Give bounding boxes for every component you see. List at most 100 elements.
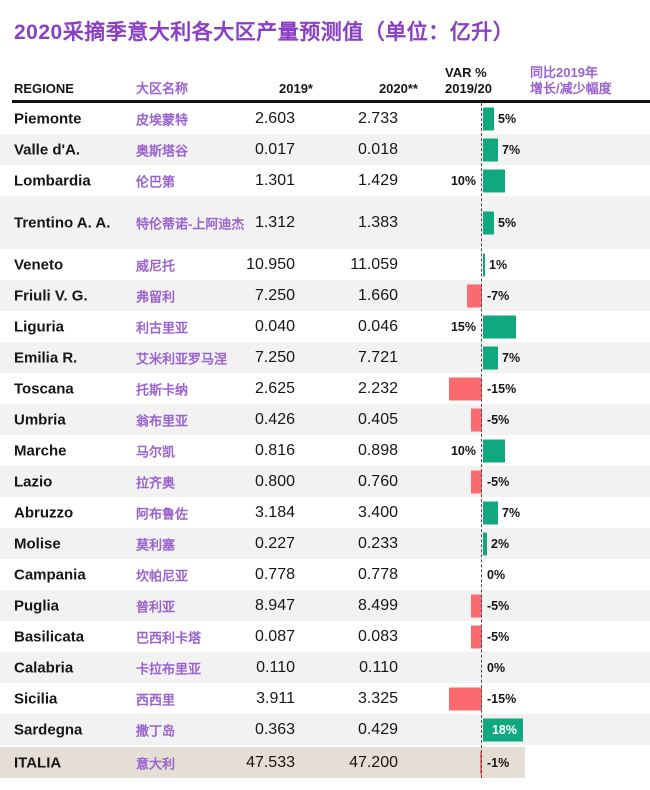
- table-row: Trentino A. A. 特伦蒂诺-上阿迪杰 1.312 1.383 5%: [0, 196, 650, 249]
- var-percentage-label: -1%: [487, 755, 510, 770]
- table-row: Lombardia 伦巴第 1.301 1.429 10%: [0, 165, 650, 196]
- region-name-cn: 威尼托: [136, 258, 176, 273]
- var-percentage-label: 5%: [498, 111, 517, 126]
- column-header-2020: 2020**: [378, 81, 418, 96]
- var-percentage-label: 10%: [450, 443, 476, 458]
- table-row: Umbria 翁布里亚 0.426 0.405 -5%: [0, 404, 650, 435]
- value-2020: 8.499: [357, 596, 398, 614]
- value-2019: 0.363: [254, 720, 295, 738]
- positive-var-bar: [483, 107, 494, 130]
- region-name: Campania: [14, 565, 86, 583]
- negative-var-bar: [471, 625, 482, 648]
- region-name: Piemonte: [14, 109, 82, 127]
- negative-var-bar: [471, 594, 482, 617]
- var-percentage-label: -5%: [487, 412, 510, 427]
- table-row: Emilia R. 艾米利亚罗马涅 7.250 7.721 7%: [0, 342, 650, 373]
- negative-var-bar: [449, 377, 482, 400]
- table-row: Sicilia 西西里 3.911 3.325 -15%: [0, 683, 650, 714]
- region-name-cn: 莫利塞: [136, 537, 176, 552]
- region-name-cn: 普利亚: [136, 599, 176, 614]
- var-percentage-label: -5%: [487, 629, 510, 644]
- value-2020: 47.200: [349, 753, 398, 771]
- region-name-cn: 翁布里亚: [136, 413, 189, 428]
- positive-var-bar: [483, 169, 505, 192]
- value-2020: 0.233: [357, 534, 398, 552]
- value-2019: 10.950: [246, 255, 295, 273]
- positive-var-bar: [483, 315, 516, 338]
- column-header-var-pct: VAR % 2019/20: [445, 65, 492, 97]
- var-percentage-label: 7%: [502, 142, 521, 157]
- value-2020: 1.429: [357, 171, 398, 189]
- var-percentage-label: 0%: [487, 660, 506, 675]
- var-percentage-label: 0%: [487, 567, 506, 582]
- value-2020: 1.660: [357, 286, 398, 304]
- value-2019: 0.087: [254, 627, 295, 645]
- table-body: Piemonte 皮埃蒙特 2.603 2.733 5% Valle d'A. 奥斯塔谷 0.…: [0, 103, 650, 778]
- positive-var-bar: [483, 346, 498, 369]
- var-percentage-label: -5%: [487, 598, 510, 613]
- value-2019: 7.250: [254, 286, 295, 304]
- region-name: Friuli V. G.: [14, 286, 88, 304]
- var-percentage-label: 10%: [450, 173, 476, 188]
- value-2020: 3.400: [357, 503, 398, 521]
- column-header-regione: REGIONE: [14, 81, 74, 96]
- region-name-cn: 马尔凯: [136, 444, 176, 459]
- table-row: Friuli V. G. 弗留利 7.250 1.660 -7%: [0, 280, 650, 311]
- negative-var-bar: [449, 687, 482, 710]
- var-percentage-label: 5%: [498, 215, 517, 230]
- table-row: Basilicata 巴西利卡塔 0.087 0.083 -5%: [0, 621, 650, 652]
- region-name: Basilicata: [14, 627, 85, 645]
- value-2019: 0.017: [254, 140, 295, 158]
- var-percentage-label: 1%: [489, 257, 508, 272]
- table-row: Campania 坎帕尼亚 0.778 0.778 0%: [0, 559, 650, 590]
- positive-var-bar: [483, 211, 494, 234]
- column-header-yoy-change: 同比2019年 增长/减少幅度: [530, 65, 612, 97]
- region-name-cn: 拉齐奥: [136, 475, 176, 490]
- value-2019: 47.533: [246, 753, 295, 771]
- value-2019: 8.947: [254, 596, 295, 614]
- negative-var-bar: [471, 408, 482, 431]
- value-2020: 7.721: [357, 348, 398, 366]
- region-name: Molise: [14, 534, 61, 552]
- value-2019: 1.312: [254, 213, 295, 231]
- value-2019: 7.250: [254, 348, 295, 366]
- value-2020: 0.898: [357, 441, 398, 459]
- table-row: Veneto 威尼托 10.950 11.059 1%: [0, 249, 650, 280]
- table-row: Valle d'A. 奥斯塔谷 0.017 0.018 7%: [0, 134, 650, 165]
- var-percentage-label: 18%: [491, 722, 517, 737]
- positive-var-bar: [483, 532, 487, 555]
- var-percentage-label: -7%: [487, 288, 510, 303]
- region-name: Abruzzo: [14, 503, 74, 521]
- table-row: Calabria 卡拉布里亚 0.110 0.110 0%: [0, 652, 650, 683]
- region-name: Lazio: [14, 472, 53, 490]
- var-percentage-label: 7%: [502, 350, 521, 365]
- value-2019: 0.426: [254, 410, 295, 428]
- value-2019: 0.227: [254, 534, 295, 552]
- column-header-2019: 2019*: [279, 81, 313, 96]
- region-name: Emilia R.: [14, 348, 78, 366]
- table-row: Sardegna 撒丁岛 0.363 0.429 18%: [0, 714, 650, 745]
- table-row: Liguria 利古里亚 0.040 0.046 15%: [0, 311, 650, 342]
- table-row: Molise 莫利塞 0.227 0.233 2%: [0, 528, 650, 559]
- column-header-var-line2: 2019/20: [445, 81, 492, 96]
- positive-var-bar: [483, 501, 498, 524]
- table-header: REGIONE 大区名称 2019* 2020** VAR % 2019/20 …: [0, 62, 650, 100]
- value-2020: 3.325: [357, 689, 398, 707]
- region-name-cn: 卡拉布里亚: [136, 661, 202, 676]
- positive-var-bar: [483, 439, 505, 462]
- zero-axis-line: [481, 103, 482, 778]
- table-row: Puglia 普利亚 8.947 8.499 -5%: [0, 590, 650, 621]
- negative-var-bar: [467, 284, 482, 307]
- value-2019: 2.625: [254, 379, 295, 397]
- region-name: Umbria: [14, 410, 66, 428]
- value-2019: 1.301: [254, 171, 295, 189]
- column-header-region-cn: 大区名称: [136, 81, 189, 96]
- region-name-cn: 利古里亚: [136, 320, 189, 335]
- region-name: Veneto: [14, 255, 64, 273]
- value-2020: 11.059: [350, 255, 398, 273]
- value-2020: 1.383: [357, 213, 398, 231]
- negative-var-bar: [471, 470, 482, 493]
- column-header-var-line1: VAR %: [445, 65, 487, 80]
- var-percentage-label: -15%: [487, 691, 517, 706]
- value-2020: 2.232: [357, 379, 398, 397]
